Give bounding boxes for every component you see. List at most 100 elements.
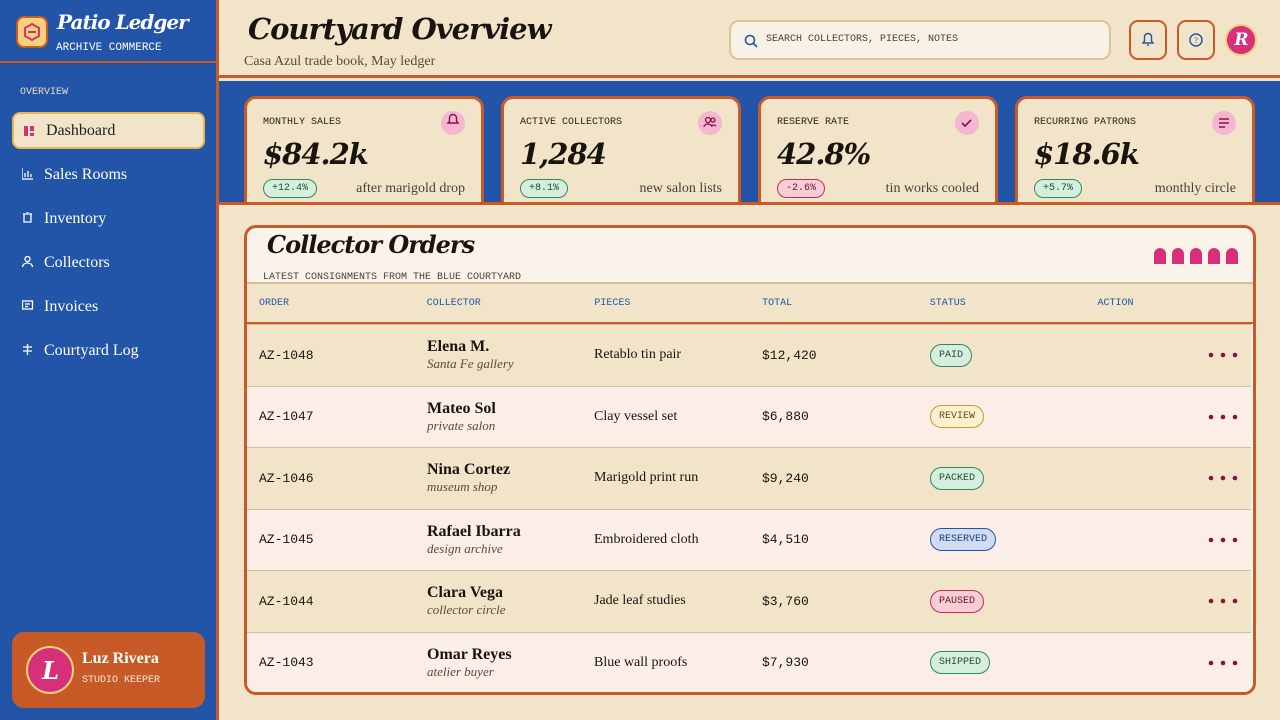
order-row[interactable]: AZ-1047 Mateo Sol private salon Clay vessel…: [247, 385, 1251, 448]
row-actions[interactable]: [1207, 411, 1239, 423]
collector-cell: Elena M. Santa Fe gallery: [427, 325, 514, 386]
order-id: AZ-1048: [259, 347, 314, 363]
user-card[interactable]: L Luz Rivera STUDIO KEEPER: [12, 632, 205, 708]
nav-label: Courtyard Log: [44, 341, 139, 359]
collector-note: collector circle: [427, 602, 506, 618]
status-cell: PACKED: [930, 448, 985, 509]
search[interactable]: SEARCH COLLECTORS, PIECES, NOTES: [729, 20, 1111, 60]
status-cell: RESERVED: [930, 510, 997, 571]
nav-label: Invoices: [44, 297, 99, 315]
pieces: Blue wall proofs: [594, 654, 688, 670]
nav-item[interactable]: Collectors: [12, 244, 205, 281]
collector-name: Rafael Ibarra: [427, 522, 521, 540]
user-name: Luz Rivera: [82, 650, 159, 667]
total: $7,930: [762, 655, 809, 671]
brand: Patio Ledger: [57, 10, 189, 34]
total-cell: $7,930: [762, 633, 809, 693]
status-cell: SHIPPED: [930, 633, 991, 693]
stat-value: $84.2k: [263, 137, 369, 171]
total-cell: $4,510: [762, 510, 809, 571]
status-badge: SHIPPED: [930, 651, 991, 675]
pieces-cell: Retablo tin pair: [594, 325, 681, 386]
order-row[interactable]: AZ-1046 Nina Cortez museum shop Marigold pr…: [247, 447, 1251, 509]
column-header: TOTAL: [762, 298, 793, 309]
collector-name: Omar Reyes: [427, 645, 512, 663]
stat-change: -2.6%: [777, 179, 826, 198]
total-cell: $9,240: [762, 448, 809, 509]
column-header: COLLECTOR: [426, 298, 481, 309]
pieces: Marigold print run: [594, 470, 699, 486]
stat-change: +5.7%: [1034, 179, 1083, 198]
total-cell: $6,880: [762, 387, 809, 448]
status-badge: PAID: [930, 343, 973, 367]
nav-item[interactable]: Sales Rooms: [12, 156, 205, 193]
total-cell: $3,760: [762, 571, 809, 632]
status-cell: PAUSED: [930, 571, 985, 632]
page-subtitle: Casa Azul trade book, May ledger: [244, 54, 436, 69]
user-avatar: L: [26, 646, 74, 694]
total: $3,760: [762, 593, 809, 609]
stat-note: monthly circle: [1154, 181, 1236, 196]
collector-cell: Nina Cortez museum shop: [427, 448, 510, 509]
pieces-cell: Marigold print run: [594, 448, 698, 509]
row-actions[interactable]: [1207, 595, 1239, 607]
total-cell: $12,420: [762, 325, 817, 386]
column-header: STATUS: [929, 298, 966, 309]
order-cell: AZ-1046: [259, 448, 314, 509]
nav-item[interactable]: Inventory: [12, 200, 205, 237]
total: $6,880: [762, 409, 809, 425]
notifications-button[interactable]: [1129, 20, 1167, 60]
order-id: AZ-1045: [259, 532, 314, 548]
row-actions[interactable]: [1207, 472, 1239, 484]
stat-value: $18.6k: [1034, 137, 1140, 171]
order-cell: AZ-1045: [259, 510, 314, 571]
section-label: OVERVIEW: [20, 87, 69, 98]
order-row[interactable]: AZ-1044 Clara Vega collector circle Jade le…: [247, 570, 1251, 632]
stat-icon: [955, 111, 979, 135]
collector-name: Nina Cortez: [427, 461, 511, 479]
status-cell: REVIEW: [930, 387, 985, 448]
collector-cell: Omar Reyes atelier buyer: [427, 633, 512, 693]
nav-label: Inventory: [44, 209, 107, 227]
collector-cell: Mateo Sol private salon: [427, 387, 496, 448]
profile-avatar[interactable]: R: [1225, 24, 1257, 56]
divider: [0, 61, 216, 63]
order-cell: AZ-1047: [259, 387, 314, 448]
stat-note: after marigold drop: [356, 181, 465, 196]
pieces: Clay vessel set: [594, 408, 678, 424]
stat-label: RESERVE RATE: [777, 117, 850, 128]
collector-note: museum shop: [427, 479, 498, 495]
brand-icon: [16, 16, 48, 48]
stat-card: ACTIVE COLLECTORS 1,284 +8.1% new salon lis…: [501, 96, 741, 202]
nav-item[interactable]: Courtyard Log: [12, 332, 205, 369]
pieces: Jade leaf studies: [594, 593, 686, 609]
order-id: AZ-1047: [259, 409, 314, 425]
collector-name: Elena M.: [427, 338, 490, 356]
order-row[interactable]: AZ-1043 Omar Reyes atelier buyer Blue wall …: [247, 631, 1251, 693]
stat-note: new salon lists: [639, 181, 722, 196]
stat-label: MONTHLY SALES: [263, 117, 342, 128]
nav-item[interactable]: Dashboard: [12, 112, 205, 149]
row-actions[interactable]: [1207, 657, 1239, 669]
sidebar: Patio Ledger ARCHIVE COMMERCE OVERVIEW D…: [0, 0, 219, 720]
status-badge: REVIEW: [930, 405, 985, 429]
order-cell: AZ-1044: [259, 571, 314, 632]
help-button[interactable]: ?: [1177, 20, 1215, 60]
total: $9,240: [762, 470, 809, 486]
status-badge: PAUSED: [930, 589, 985, 613]
stat-icon: [1212, 111, 1236, 135]
row-actions[interactable]: [1207, 349, 1239, 361]
pieces-cell: Jade leaf studies: [594, 571, 686, 632]
row-actions[interactable]: [1207, 534, 1239, 546]
order-row[interactable]: AZ-1045 Rafael Ibarra design archive Embroi…: [247, 508, 1251, 571]
collector-note: private salon: [427, 417, 496, 433]
collector-note: design archive: [427, 540, 503, 556]
stat-change: +12.4%: [263, 179, 318, 198]
tagline: ARCHIVE COMMERCE: [56, 42, 162, 54]
order-id: AZ-1044: [259, 593, 314, 609]
nav-item[interactable]: Invoices: [12, 288, 205, 325]
stat-value: 42.8%: [777, 137, 871, 171]
column-header: PIECES: [594, 298, 631, 309]
order-row[interactable]: AZ-1048 Elena M. Santa Fe gallery Retablo t…: [247, 324, 1251, 386]
